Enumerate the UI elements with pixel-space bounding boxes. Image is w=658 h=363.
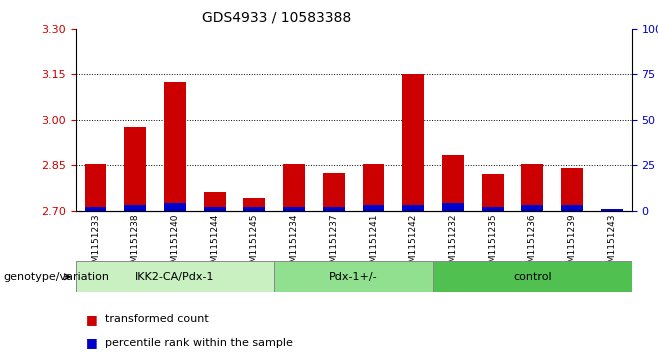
Bar [482, 174, 503, 211]
Bar [204, 207, 226, 211]
Text: ■: ■ [86, 337, 97, 350]
Bar [323, 173, 345, 211]
Bar [124, 205, 146, 211]
Bar [124, 127, 146, 211]
Bar [283, 207, 305, 211]
Text: Pdx-1+/-: Pdx-1+/- [330, 272, 378, 282]
Bar [522, 164, 544, 211]
Text: IKK2-CA/Pdx-1: IKK2-CA/Pdx-1 [135, 272, 215, 282]
Bar [323, 207, 345, 211]
Bar [243, 199, 265, 211]
Bar [164, 82, 186, 211]
Bar [442, 155, 464, 211]
Bar [274, 261, 433, 292]
Bar [561, 168, 583, 211]
Text: ■: ■ [86, 313, 97, 326]
Bar [482, 207, 503, 211]
Bar [204, 192, 226, 211]
Bar [363, 205, 384, 211]
Text: GDS4933 / 10583388: GDS4933 / 10583388 [202, 11, 351, 25]
Bar [164, 203, 186, 211]
Text: genotype/variation: genotype/variation [3, 272, 109, 282]
Bar [601, 209, 622, 211]
Text: transformed count: transformed count [105, 314, 209, 325]
Bar [85, 164, 107, 211]
Bar [402, 74, 424, 211]
Bar [522, 205, 544, 211]
Bar [442, 203, 464, 211]
Text: percentile rank within the sample: percentile rank within the sample [105, 338, 293, 348]
Bar [433, 261, 632, 292]
Bar [561, 205, 583, 211]
Bar [283, 164, 305, 211]
Bar [85, 207, 107, 211]
Bar [402, 205, 424, 211]
Text: control: control [513, 272, 551, 282]
Bar [76, 261, 274, 292]
Bar [363, 164, 384, 211]
Bar [243, 207, 265, 211]
